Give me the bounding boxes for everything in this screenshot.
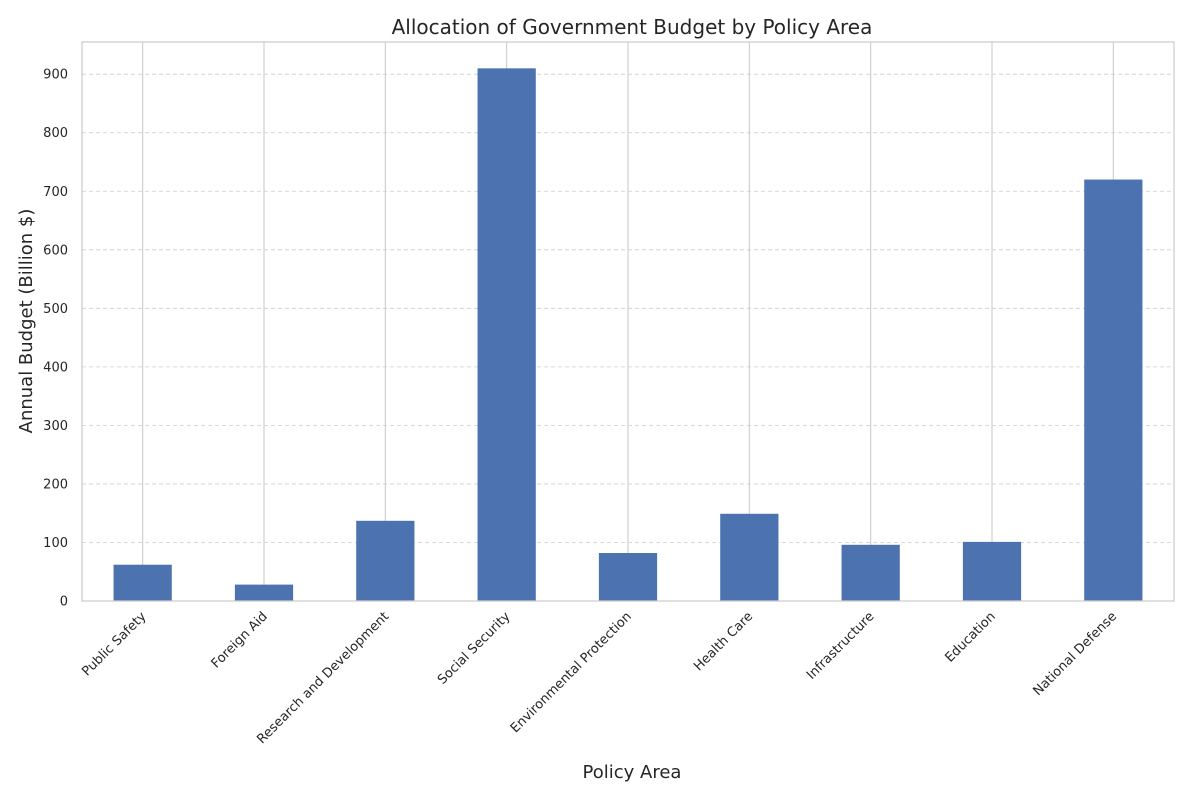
bar <box>1084 179 1143 601</box>
x-tick-label: Education <box>942 609 998 665</box>
x-axis-title: Policy Area <box>583 762 682 783</box>
x-tick-label: Public Safety <box>79 609 149 679</box>
x-tick-label: Foreign Aid <box>209 609 271 671</box>
y-axis-title: Annual Budget (Billion $) <box>16 209 37 434</box>
chart-title: Allocation of Government Budget by Polic… <box>392 15 873 39</box>
x-tick-label: Infrastructure <box>804 609 878 683</box>
y-tick-label: 200 <box>43 477 68 492</box>
x-tick-label: Environmental Protection <box>508 609 635 736</box>
y-tick-label: 0 <box>60 595 68 610</box>
bar <box>962 541 1022 601</box>
x-tick-label: Social Security <box>435 609 514 688</box>
bar <box>598 553 658 601</box>
y-tick-label: 100 <box>43 536 68 551</box>
x-tick-label: Research and Development <box>254 609 392 747</box>
y-tick-label: 800 <box>43 126 68 141</box>
plot-frame <box>81 41 1175 602</box>
y-tick-label: 500 <box>43 302 68 317</box>
bar <box>841 544 900 601</box>
y-tick-labels: 0 100 200 300 400 500 600 700 800 900 <box>43 68 68 610</box>
x-tick-label: Health Care <box>691 609 756 674</box>
x-tick-label: National Defense <box>1030 609 1120 699</box>
y-tick-label: 700 <box>43 185 68 200</box>
bar <box>356 520 415 601</box>
bar <box>113 564 172 601</box>
y-tick-label: 600 <box>43 243 68 258</box>
bar <box>234 584 294 601</box>
y-tick-label: 400 <box>43 360 68 375</box>
bars-layer <box>113 68 1143 601</box>
bar <box>477 68 536 601</box>
y-tick-label: 300 <box>43 419 68 434</box>
bar <box>720 513 779 601</box>
y-tick-label: 900 <box>43 68 68 83</box>
grid-layer <box>82 42 1174 601</box>
